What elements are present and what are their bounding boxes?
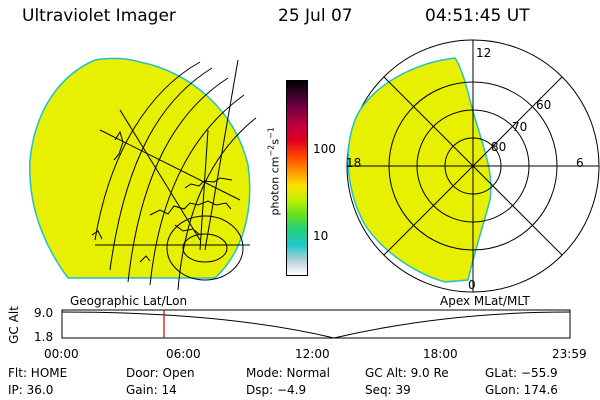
x-tick-1200: 12:00 xyxy=(295,347,330,361)
apex-aurora-region xyxy=(347,57,492,283)
colorbar xyxy=(286,80,308,276)
status-gain: Gain: 14 xyxy=(126,383,177,397)
status-flt: Flt: HOME xyxy=(8,366,68,380)
status-mode: Mode: Normal xyxy=(246,366,330,380)
status-door: Door: Open xyxy=(126,366,195,380)
status-seq: Seq: 39 xyxy=(365,383,411,397)
x-tick-1800: 18:00 xyxy=(423,347,458,361)
lat-70-label: 70 xyxy=(512,120,528,134)
geo-grid xyxy=(94,59,257,291)
geo-panel-label: Geographic Lat/Lon xyxy=(70,294,188,308)
status-ip: IP: 36.0 xyxy=(8,383,54,397)
geo-aurora-disk xyxy=(29,57,251,279)
lat-80-label: 80 xyxy=(491,140,507,154)
mlt-12-label: 12 xyxy=(476,46,492,60)
gc-altitude-curve xyxy=(61,311,571,339)
lat-60-label: 60 xyxy=(536,98,552,112)
time-label: 04:51:45 UT xyxy=(425,6,530,26)
status-dsp: Dsp: −4.9 xyxy=(246,383,307,397)
coastline xyxy=(91,130,233,263)
x-tick-2359: 23:59 xyxy=(552,347,587,361)
status-gcalt: GC Alt: 9.0 Re xyxy=(365,366,449,380)
timeline-y-bottom: 1.8 xyxy=(34,330,54,344)
apex-panel-label: Apex MLat/MLT xyxy=(440,294,530,308)
apex-image-panel xyxy=(346,39,600,293)
status-glat: GLat: −55.9 xyxy=(485,366,558,380)
x-tick-0600: 06:00 xyxy=(166,347,201,361)
timeline-y-top: 9.0 xyxy=(34,306,54,320)
mlt-6-label: 6 xyxy=(576,156,584,170)
status-glon: GLon: 174.6 xyxy=(485,383,558,397)
colorbar-tick-10: 10 xyxy=(313,229,329,243)
x-tick-0000: 00:00 xyxy=(44,347,79,361)
mlt-18-label: 18 xyxy=(346,156,362,170)
instrument-title: Ultraviolet Imager xyxy=(22,6,176,26)
date-label: 25 Jul 07 xyxy=(278,6,353,26)
mlt-0-label: 0 xyxy=(468,278,476,292)
colorbar-tick-100: 100 xyxy=(313,142,336,156)
